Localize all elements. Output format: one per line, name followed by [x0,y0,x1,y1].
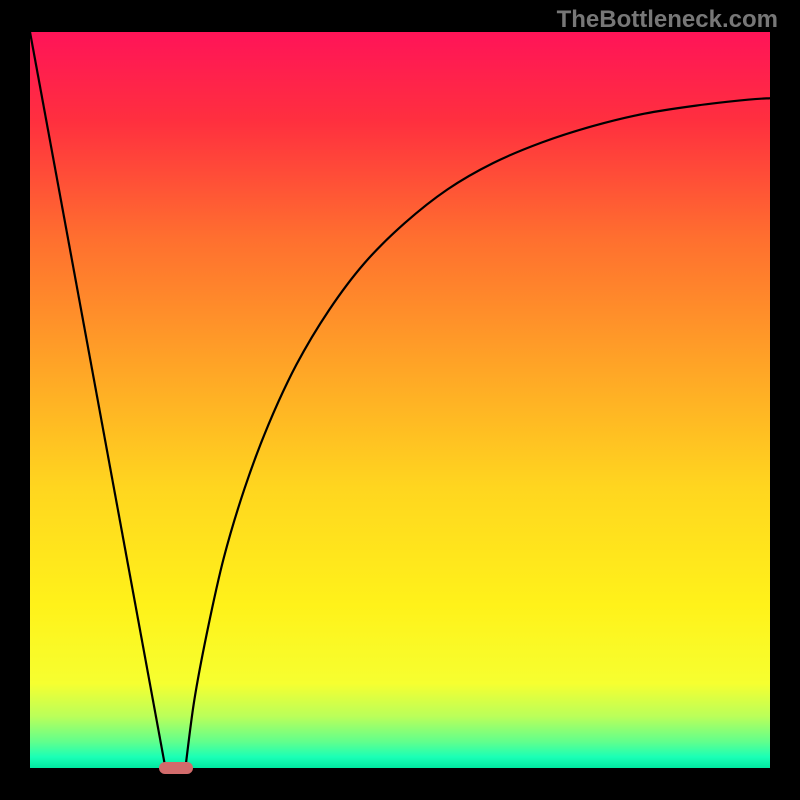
plot-area [30,32,770,768]
watermark-text: TheBottleneck.com [557,6,778,34]
bottleneck-marker [159,762,193,774]
plot-svg [30,32,770,768]
gradient-background [30,32,770,768]
chart-container: TheBottleneck.com [0,0,800,800]
